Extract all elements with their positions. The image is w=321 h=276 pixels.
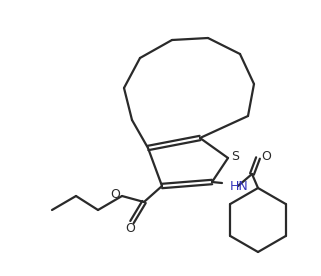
Text: O: O: [261, 150, 271, 163]
Text: S: S: [231, 150, 239, 163]
Text: O: O: [125, 222, 135, 235]
Text: O: O: [110, 189, 120, 201]
Text: HN: HN: [230, 179, 249, 192]
